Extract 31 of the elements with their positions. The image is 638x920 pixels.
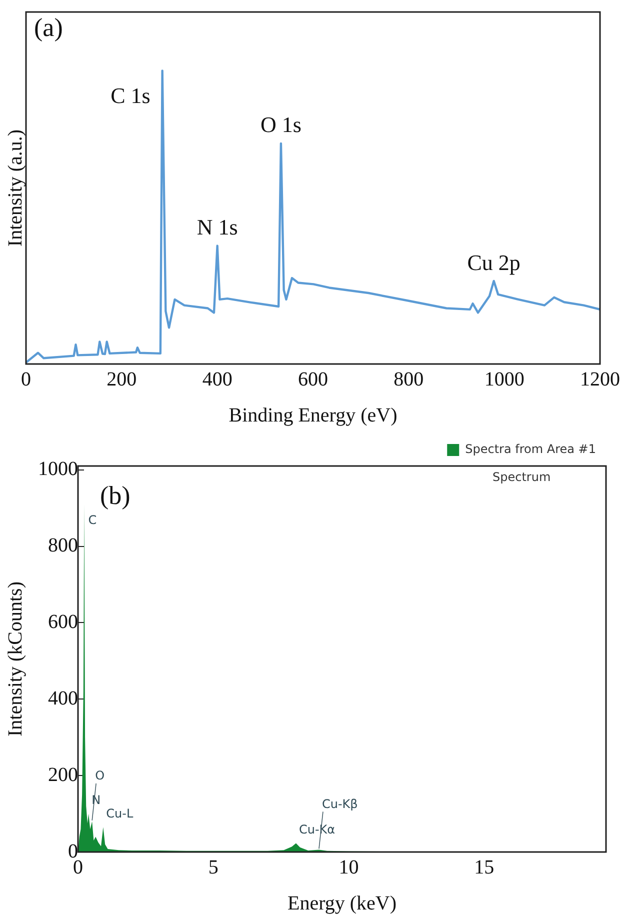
- y-tick-label: 400: [48, 687, 78, 710]
- x-tick-label: 0: [21, 368, 31, 390]
- y-axis-title: Intensity (kCounts): [4, 582, 26, 736]
- x-tick-label: 5: [208, 856, 218, 878]
- x-axis-title: Energy (keV): [287, 892, 397, 914]
- x-tick-label: 15: [474, 856, 494, 878]
- text: (b): [100, 480, 130, 510]
- x-tick-label: 600: [298, 368, 328, 390]
- chart-title: (a): [34, 12, 63, 42]
- x-tick-label: 800: [394, 368, 424, 390]
- y-axis-title: Intensity (a.u.): [4, 129, 26, 247]
- x-axis-title: Binding Energy (eV): [228, 404, 398, 426]
- x-tick-label: 1200: [580, 368, 620, 390]
- x-tick-label: 10: [338, 856, 359, 878]
- annotation: Cu-L: [106, 806, 134, 820]
- annotation: C 1s: [110, 82, 150, 108]
- annotation: O: [95, 768, 105, 783]
- annotation: N 1s: [196, 214, 238, 240]
- y-tick-label: 200: [48, 764, 78, 786]
- x-tick-label: 400: [202, 368, 232, 390]
- annotation: Cu-Kβ: [322, 796, 358, 811]
- y-tick-label: 800: [48, 534, 78, 557]
- annotation: C: [88, 513, 97, 528]
- y-tick-label: 600: [48, 610, 78, 633]
- y-tick-label: 1000: [38, 458, 78, 480]
- annotation: O 1s: [260, 112, 302, 138]
- annotation: Spectrum: [492, 470, 551, 484]
- x-tick-label: 1000: [484, 368, 524, 390]
- legend-label: Spectra from Area #1: [465, 442, 596, 456]
- annotation: Cu 2p: [467, 250, 520, 275]
- x-tick-label: 200: [106, 368, 137, 390]
